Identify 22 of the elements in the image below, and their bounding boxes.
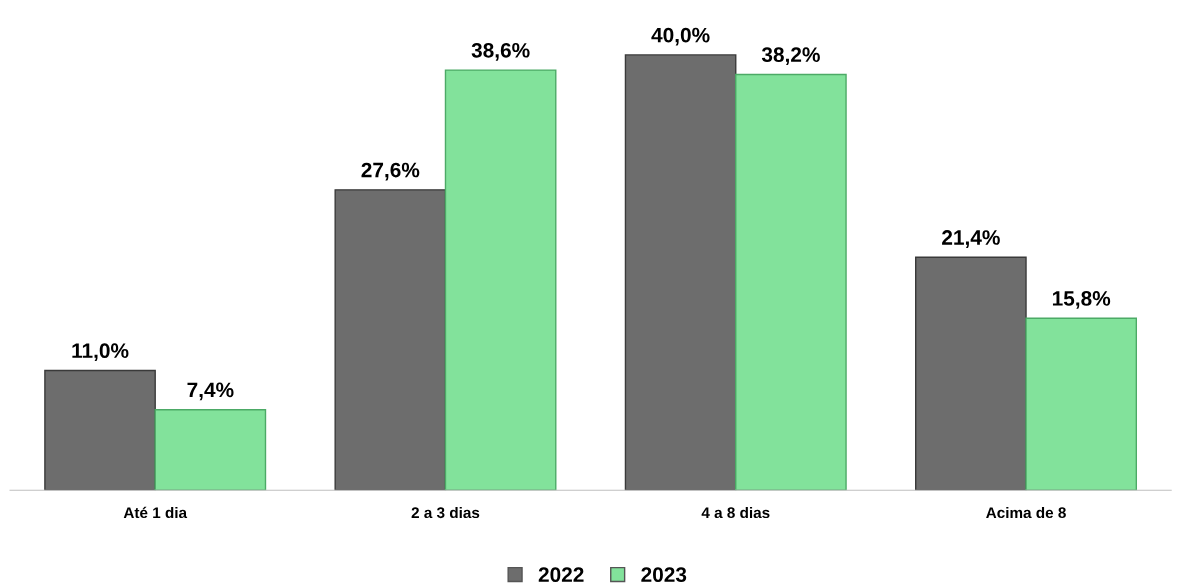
x-tick-label: Até 1 dia bbox=[123, 506, 188, 519]
data-label: 15,8% bbox=[1052, 291, 1111, 309]
x-tick-label: Acima de 8 bbox=[986, 506, 1066, 519]
data-label: 38,6% bbox=[471, 42, 530, 61]
bar bbox=[1025, 317, 1138, 491]
data-label: 11,0% bbox=[72, 343, 129, 362]
bar bbox=[735, 73, 847, 491]
legend-label: 2023 bbox=[641, 567, 687, 583]
legend-label: 2022 bbox=[538, 567, 584, 583]
data-label: 7,4% bbox=[187, 382, 234, 401]
bar bbox=[154, 408, 267, 491]
bar bbox=[915, 256, 1027, 491]
bar bbox=[624, 54, 737, 491]
data-label: 38,2% bbox=[761, 47, 820, 66]
bar bbox=[444, 69, 557, 491]
bar bbox=[44, 369, 156, 491]
data-label: 27,6% bbox=[361, 162, 420, 181]
bar bbox=[334, 189, 447, 491]
x-tick-label: 4 a 8 dias bbox=[701, 506, 770, 519]
data-label: 21,4% bbox=[942, 230, 1000, 248]
data-label: 40,0% bbox=[651, 27, 710, 46]
x-tick-label: 2 a 3 dias bbox=[411, 506, 480, 519]
